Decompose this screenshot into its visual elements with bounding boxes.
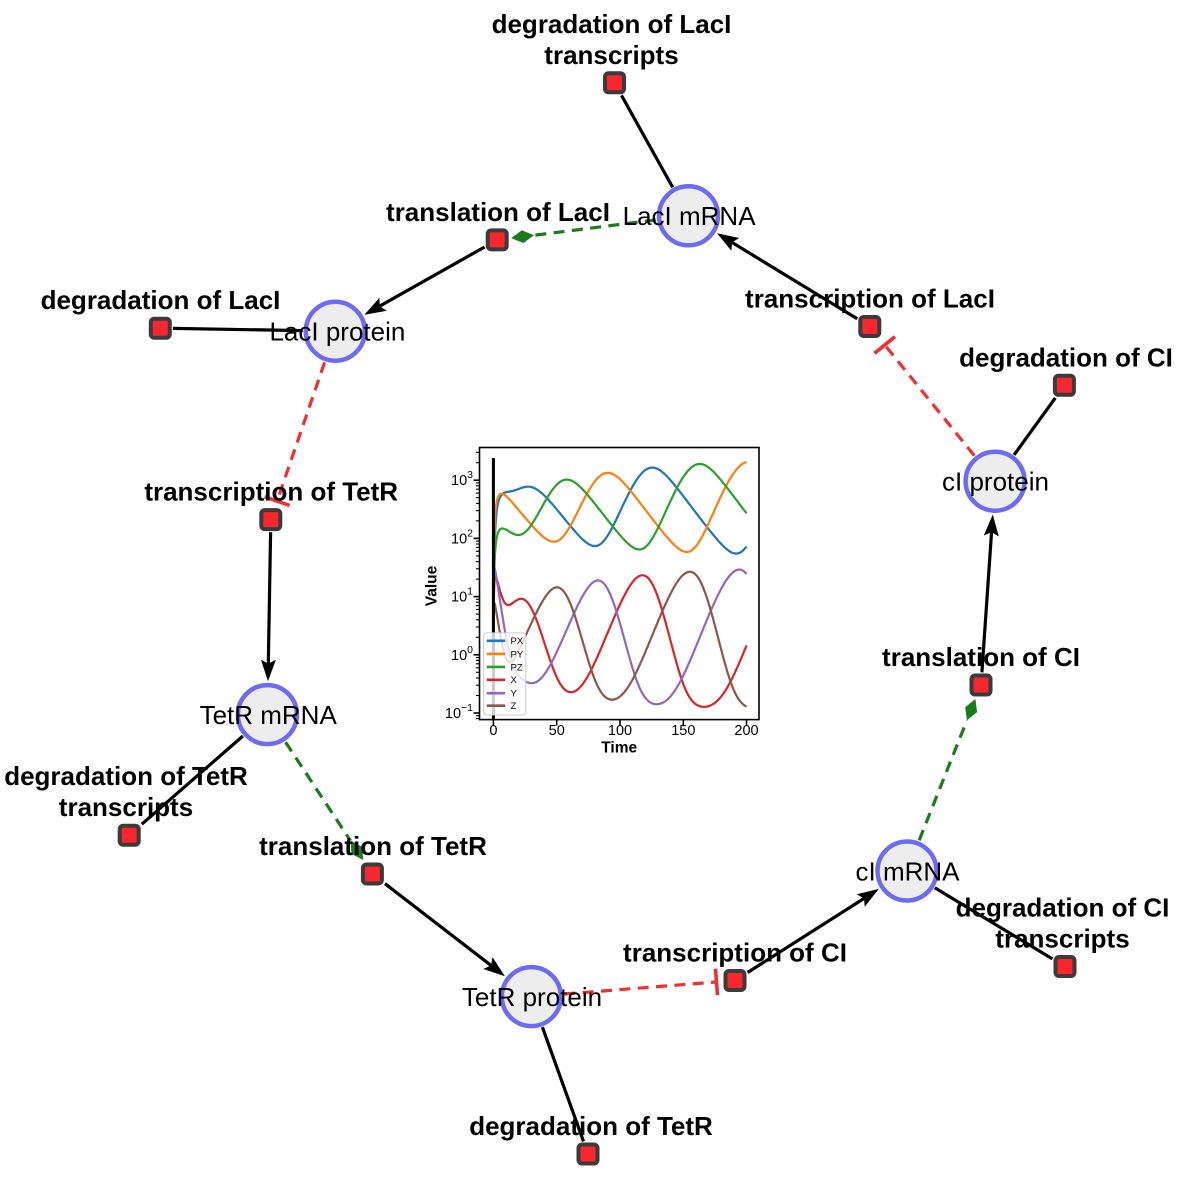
svg-text:Value: Value — [424, 565, 441, 606]
svg-text:Time: Time — [601, 740, 637, 757]
svg-text:transcription of CI: transcription of CI — [623, 938, 847, 968]
svg-text:TetR protein: TetR protein — [462, 982, 602, 1012]
svg-text:transcription of TetR: transcription of TetR — [144, 477, 398, 507]
svg-text:X: X — [511, 675, 518, 686]
svg-text:degradation of LacI: degradation of LacI — [492, 9, 732, 39]
svg-text:150: 150 — [671, 723, 695, 739]
svg-text:cI protein: cI protein — [942, 467, 1049, 497]
svg-text:degradation of TetR: degradation of TetR — [469, 1111, 713, 1141]
svg-text:PY: PY — [511, 649, 524, 660]
svg-text:TetR mRNA: TetR mRNA — [200, 700, 338, 730]
svg-text:LacI mRNA: LacI mRNA — [623, 201, 757, 231]
svg-text:transcription of LacI: transcription of LacI — [745, 284, 995, 314]
svg-text:200: 200 — [734, 723, 758, 739]
svg-text:50: 50 — [549, 723, 565, 739]
svg-text:PZ: PZ — [511, 662, 523, 673]
svg-text:Z: Z — [511, 701, 517, 712]
svg-text:LacI protein: LacI protein — [269, 317, 405, 347]
svg-text:translation of CI: translation of CI — [882, 642, 1080, 672]
svg-text:transcripts: transcripts — [544, 40, 678, 70]
svg-text:transcripts: transcripts — [995, 924, 1129, 954]
svg-text:cI mRNA: cI mRNA — [856, 856, 961, 886]
svg-text:degradation of TetR: degradation of TetR — [4, 761, 248, 791]
svg-text:Y: Y — [511, 689, 518, 700]
svg-text:PX: PX — [511, 636, 524, 647]
svg-text:translation of TetR: translation of TetR — [259, 831, 487, 861]
svg-text:translation of LacI: translation of LacI — [386, 197, 610, 227]
svg-text:degradation of CI: degradation of CI — [959, 342, 1173, 372]
svg-text:degradation of LacI: degradation of LacI — [41, 285, 281, 315]
svg-text:transcripts: transcripts — [59, 792, 193, 822]
svg-text:0: 0 — [489, 723, 497, 739]
svg-text:100: 100 — [608, 723, 632, 739]
svg-text:degradation of CI: degradation of CI — [956, 893, 1170, 923]
